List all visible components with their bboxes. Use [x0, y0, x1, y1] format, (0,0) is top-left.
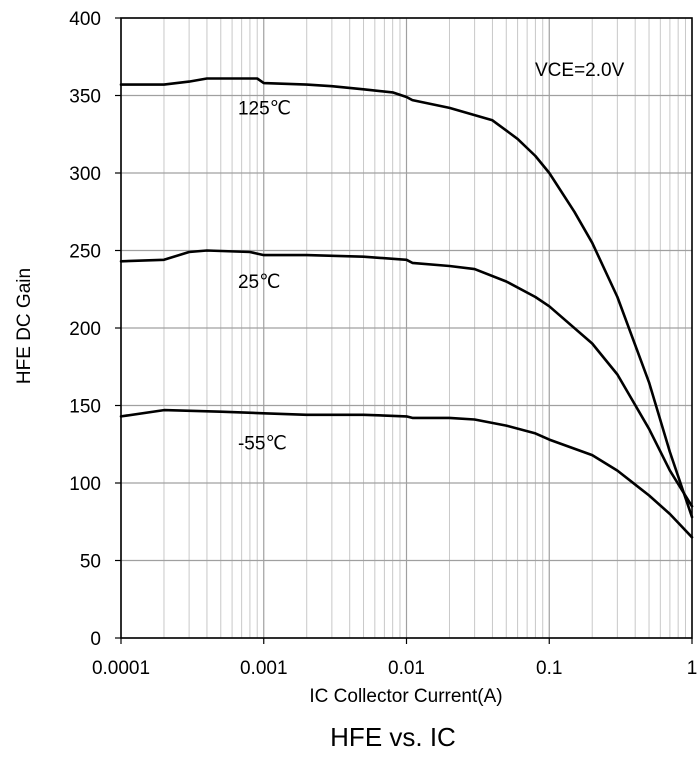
y-tick-label: 350	[69, 87, 101, 108]
x-tick-label: 0.0001	[92, 658, 150, 679]
x-tick-label: 0.01	[388, 658, 425, 679]
series-line-1	[119, 249, 694, 508]
series-line-2	[119, 408, 694, 539]
x-tick-label: 0.1	[536, 658, 562, 679]
series-label: 125℃	[238, 98, 291, 119]
y-tick-label: 200	[69, 319, 101, 340]
y-tick-label: 400	[69, 9, 101, 30]
x-tick-label: 1	[687, 658, 697, 679]
grid	[120, 17, 692, 639]
series-labels: 125℃ 25℃ -55℃	[238, 98, 291, 454]
y-tick-label: 50	[80, 552, 101, 573]
y-axis-label: HFE DC Gain	[14, 268, 35, 384]
chart-title: HFE vs. IC	[330, 722, 456, 752]
condition-annotation: VCE=2.0V	[535, 60, 625, 81]
y-tick-label: 300	[69, 164, 101, 185]
series-line-0	[119, 77, 694, 519]
x-tick-label: 0.001	[240, 658, 288, 679]
y-tick-label: 150	[69, 397, 101, 418]
series-label: -55℃	[238, 433, 287, 454]
y-tick-label: 250	[69, 242, 101, 263]
series-label: 25℃	[238, 272, 280, 293]
y-tick-label: 0	[90, 629, 101, 650]
y-axis-ticks: 0 50 100 150 200 250 300 350 400	[69, 9, 121, 650]
x-axis-ticks: 0.0001 0.001 0.01 0.1 1	[92, 638, 697, 679]
x-axis-label: IC Collector Current(A)	[309, 686, 502, 707]
y-tick-label: 100	[69, 474, 101, 495]
series-layer	[119, 77, 694, 539]
